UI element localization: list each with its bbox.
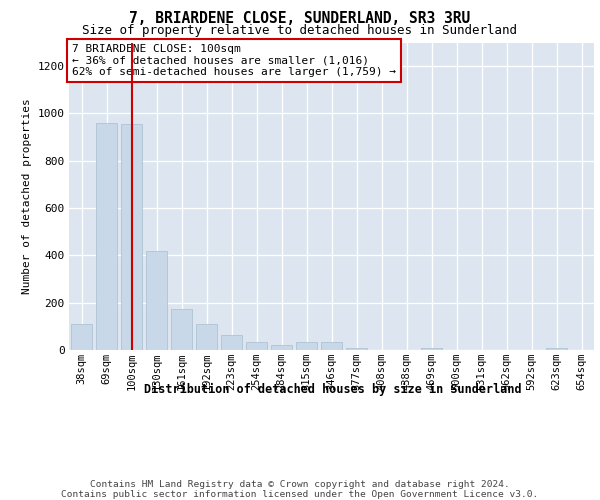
Bar [146, 250, 167, 350]
Bar [296, 342, 317, 350]
Bar [271, 346, 292, 350]
Bar [121, 124, 142, 350]
Text: Contains HM Land Registry data © Crown copyright and database right 2024.
Contai: Contains HM Land Registry data © Crown c… [61, 480, 539, 499]
Text: 7, BRIARDENE CLOSE, SUNDERLAND, SR3 3RU: 7, BRIARDENE CLOSE, SUNDERLAND, SR3 3RU [130, 11, 470, 26]
Y-axis label: Number of detached properties: Number of detached properties [22, 98, 32, 294]
Bar [171, 308, 192, 350]
Bar [546, 348, 567, 350]
Bar [221, 334, 242, 350]
Bar [421, 348, 442, 350]
Bar [246, 342, 267, 350]
Text: 7 BRIARDENE CLOSE: 100sqm
← 36% of detached houses are smaller (1,016)
62% of se: 7 BRIARDENE CLOSE: 100sqm ← 36% of detac… [71, 44, 395, 77]
Bar [96, 123, 117, 350]
Text: Size of property relative to detached houses in Sunderland: Size of property relative to detached ho… [83, 24, 517, 37]
Bar [71, 324, 92, 350]
Bar [196, 324, 217, 350]
Bar [346, 348, 367, 350]
Text: Distribution of detached houses by size in Sunderland: Distribution of detached houses by size … [144, 382, 522, 396]
Bar [321, 342, 342, 350]
